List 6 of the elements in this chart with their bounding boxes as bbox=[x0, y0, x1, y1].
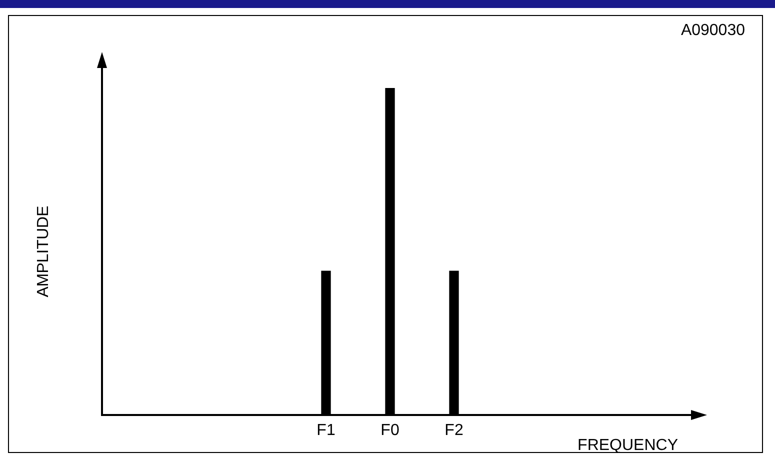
y-axis-title: AMPLITUDE bbox=[35, 206, 52, 298]
x-tick-label: F2 bbox=[444, 422, 464, 440]
x-tick-label: F0 bbox=[380, 422, 400, 440]
x-axis-title: FREQUENCY bbox=[578, 436, 678, 454]
text: A090030 bbox=[680, 22, 745, 40]
x-tick-label: F1 bbox=[316, 422, 336, 440]
